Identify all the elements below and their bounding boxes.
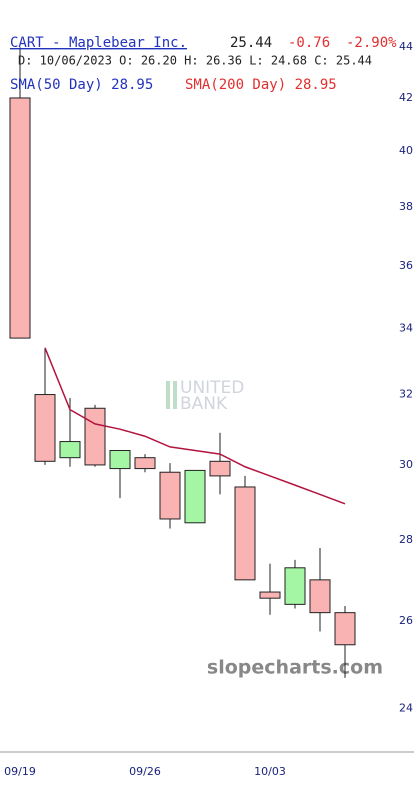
y-tick-label: 42 [399, 91, 413, 104]
plot: 24 26 28 30 32 34 36 38 40 42 44 09/19 09/26 10/03 [4, 40, 413, 778]
y-tick-label: 30 [399, 458, 413, 471]
candle-body [234, 486, 256, 581]
y-tick-label: 24 [399, 701, 413, 714]
sma-line [44, 347, 346, 505]
change: -0.76 [288, 35, 330, 51]
x-tick-label: 09/19 [4, 765, 36, 778]
y-tick-label: 26 [399, 614, 413, 627]
y-tick-label: 28 [399, 533, 413, 546]
watermark-bank: UNITED [180, 378, 244, 398]
x-tick-label: 09/26 [129, 765, 161, 778]
title: CART - Maplebear Inc. [10, 35, 187, 51]
candle-body [109, 449, 131, 470]
change-pct: -2.90% [346, 35, 397, 51]
candle-body [59, 441, 81, 459]
y-tick-label: 32 [399, 388, 413, 401]
candle-body [84, 407, 106, 466]
candle-body [34, 394, 56, 462]
watermark-bank: BANK [180, 394, 228, 414]
candle-body [9, 97, 31, 339]
candle-body [309, 579, 331, 614]
logo-bar [173, 381, 177, 409]
candle-body [184, 469, 206, 524]
y-tick-label: 34 [399, 321, 413, 334]
candle-body [334, 612, 356, 646]
watermark-site: slopecharts.com [207, 657, 383, 679]
y-tick-label: 36 [399, 259, 413, 272]
candle-body [284, 567, 306, 605]
logo-bar [166, 381, 170, 409]
sma200-label: SMA(200 Day) 28.95 [185, 77, 337, 93]
candle-body [259, 591, 281, 599]
last-price: 25.44 [230, 35, 272, 51]
header: CART - Maplebear Inc. 25.44 -0.76 -2.90%… [10, 35, 397, 93]
candle-body [134, 457, 156, 470]
candle-body [159, 471, 181, 520]
sma50-label: SMA(50 Day) 28.95 [10, 77, 153, 93]
ohlc-line: D: 10/06/2023 O: 26.20 H: 26.36 L: 24.68… [18, 54, 372, 68]
x-tick-label: 10/03 [254, 765, 286, 778]
watermark: UNITED BANK [166, 378, 244, 414]
y-tick-label: 40 [399, 144, 413, 157]
y-tick-label: 38 [399, 200, 413, 213]
candle-body [209, 460, 231, 477]
y-tick-label: 44 [399, 40, 413, 53]
